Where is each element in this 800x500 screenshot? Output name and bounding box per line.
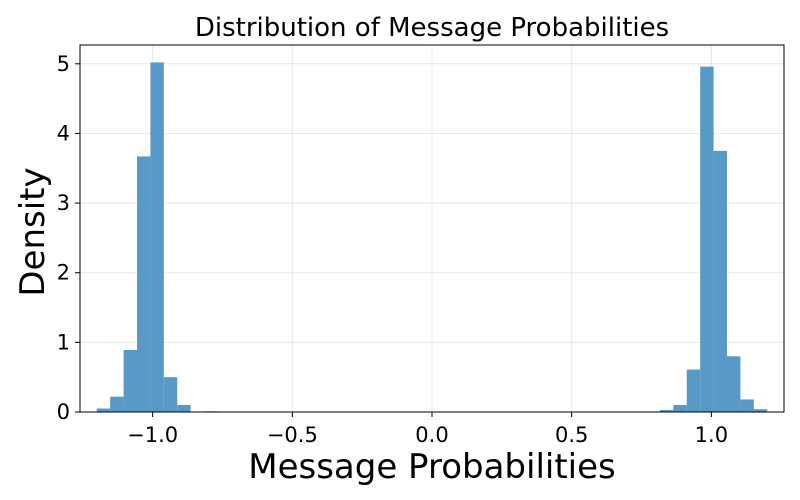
y-tick-label: 3 bbox=[57, 191, 70, 215]
histogram-bar bbox=[753, 409, 768, 412]
histogram-bar bbox=[150, 62, 164, 413]
histogram-bars bbox=[96, 62, 768, 413]
x-tick-label: 0.5 bbox=[555, 423, 588, 447]
y-tick-label: 0 bbox=[57, 400, 70, 424]
histogram-bar bbox=[96, 408, 111, 412]
histogram-bar bbox=[673, 405, 687, 412]
histogram-bar bbox=[740, 399, 754, 412]
histogram-bar bbox=[659, 409, 674, 412]
y-tick-label: 4 bbox=[57, 121, 70, 145]
y-tick-label: 1 bbox=[57, 330, 70, 354]
histogram-bar bbox=[700, 66, 714, 413]
x-tick-label: −1.0 bbox=[127, 423, 178, 447]
x-tick-label: 0.0 bbox=[415, 423, 448, 447]
histogram-bar bbox=[177, 405, 191, 412]
y-axis-label: Density bbox=[13, 167, 53, 296]
histogram-bar bbox=[686, 369, 701, 412]
y-axis-ticks: 0 1 2 3 4 5 bbox=[57, 52, 80, 424]
histogram-bar bbox=[713, 150, 728, 412]
grid-lines bbox=[80, 45, 784, 413]
x-axis-ticks: −1.0 −0.5 0.0 0.5 1.0 bbox=[127, 412, 728, 447]
y-tick-label: 5 bbox=[57, 52, 70, 76]
histogram-bar bbox=[136, 156, 151, 412]
histogram-bar bbox=[110, 396, 124, 412]
x-tick-label: 1.0 bbox=[695, 423, 728, 447]
x-axis-label: Message Probabilities bbox=[248, 447, 616, 487]
histogram-bar bbox=[123, 350, 137, 412]
x-tick-label: −0.5 bbox=[267, 423, 318, 447]
chart-title: Distribution of Message Probabilities bbox=[195, 13, 669, 43]
histogram-bar bbox=[727, 356, 741, 412]
histogram-bar bbox=[163, 377, 178, 412]
y-tick-label: 2 bbox=[57, 261, 70, 285]
